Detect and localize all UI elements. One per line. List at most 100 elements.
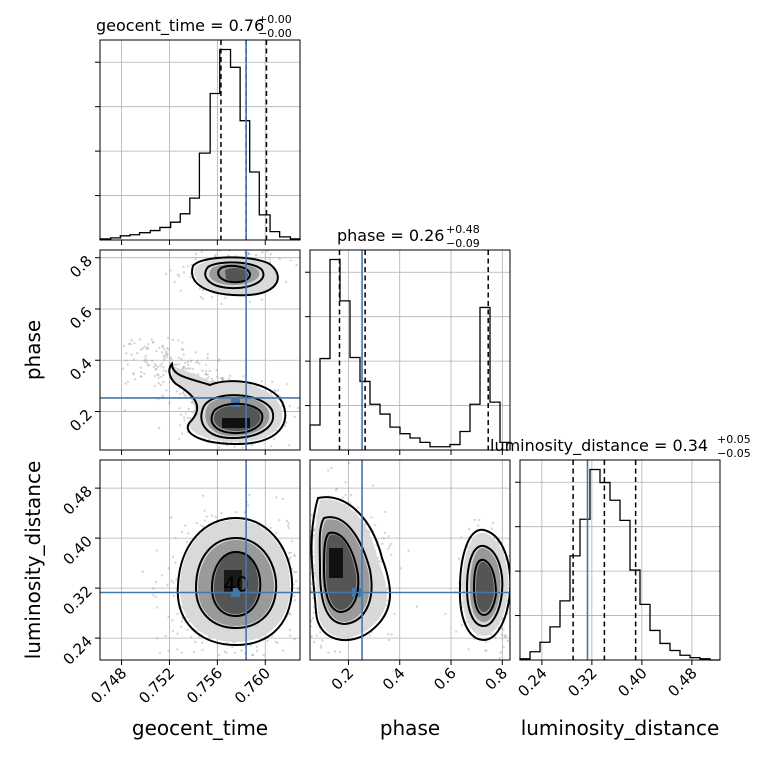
- sample-point: [312, 664, 314, 666]
- sample-point: [287, 527, 290, 530]
- sample-point: [215, 369, 218, 372]
- sample-point: [179, 413, 183, 416]
- sample-point: [175, 363, 178, 366]
- sample-point: [274, 640, 278, 644]
- sample-point: [179, 289, 182, 292]
- sample-point: [157, 426, 161, 430]
- sample-point: [333, 650, 337, 653]
- sample-point: [183, 416, 186, 419]
- sample-point: [173, 280, 176, 283]
- sample-point: [217, 653, 221, 657]
- sample-point: [319, 644, 323, 648]
- tick-label-x: 0.24: [514, 664, 550, 700]
- sample-point: [484, 649, 487, 652]
- sample-point: [383, 531, 387, 535]
- sample-point: [185, 367, 188, 371]
- sample-point: [234, 510, 238, 514]
- sample-point: [247, 504, 250, 507]
- sample-point: [181, 341, 184, 344]
- panel-frame-geocent-phase: [99, 249, 301, 451]
- sample-point: [465, 621, 468, 624]
- sample-point: [344, 481, 347, 484]
- sample-point: [176, 612, 179, 615]
- sample-point: [247, 455, 249, 457]
- sample-point: [311, 616, 314, 620]
- sample-point: [175, 662, 177, 664]
- sample-point: [310, 589, 313, 592]
- sample-point: [306, 574, 308, 576]
- sample-point: [293, 555, 296, 558]
- tick-label-y: 0.32: [59, 582, 95, 618]
- sample-point: [374, 523, 377, 527]
- sample-point: [476, 524, 480, 527]
- sample-point: [289, 613, 292, 616]
- sample-point: [318, 430, 320, 432]
- sample-point: [124, 382, 127, 385]
- sample-point: [473, 518, 476, 522]
- sample-point: [217, 359, 220, 362]
- sample-point: [180, 357, 183, 361]
- svg-text:+0.05: +0.05: [717, 433, 751, 446]
- sample-point: [180, 651, 184, 654]
- sample-point: [176, 648, 179, 651]
- histogram-luminosity-distance: [519, 468, 720, 661]
- sample-point: [305, 587, 307, 589]
- sample-point: [255, 645, 259, 648]
- sample-point: [293, 415, 296, 419]
- grid-panel: [100, 40, 300, 240]
- sample-point: [415, 605, 419, 608]
- sample-point: [268, 258, 271, 261]
- sample-point: [302, 524, 304, 526]
- sample-point: [189, 360, 192, 363]
- sample-point: [210, 377, 214, 380]
- sample-point: [260, 298, 263, 301]
- sample-point: [307, 586, 309, 588]
- sample-point: [460, 623, 464, 627]
- sample-point: [293, 623, 295, 625]
- sample-point: [349, 457, 351, 459]
- sample-point: [140, 375, 143, 378]
- sample-point: [170, 358, 173, 361]
- sample-point: [195, 521, 198, 525]
- sample-point: [387, 632, 390, 636]
- sample-point: [170, 579, 173, 582]
- sample-point: [289, 259, 292, 262]
- sample-point: [303, 572, 305, 574]
- sample-point: [310, 620, 313, 623]
- sample-point: [182, 367, 186, 370]
- sample-point: [281, 497, 284, 501]
- sample-point: [240, 649, 243, 652]
- sample-point: [277, 519, 281, 522]
- sample-point: [184, 524, 187, 527]
- sample-point: [381, 542, 384, 546]
- sample-point: [141, 347, 144, 350]
- sample-point: [133, 378, 137, 381]
- sample-point: [144, 354, 147, 358]
- panel-frame-geocent-distance: [99, 459, 301, 661]
- sample-point: [311, 597, 315, 600]
- sample-point: [490, 527, 493, 530]
- sample-point: [182, 271, 186, 274]
- sample-point: [167, 615, 170, 618]
- sample-point: [164, 353, 168, 357]
- sample-point: [281, 649, 285, 652]
- tick-label-x: 0.6: [430, 664, 460, 694]
- sample-point: [227, 377, 231, 380]
- sample-point: [156, 365, 160, 369]
- sample-point: [302, 546, 304, 548]
- sample-point: [295, 263, 298, 267]
- sample-point: [287, 522, 290, 525]
- sample-point: [214, 515, 217, 519]
- sample-point: [187, 407, 190, 411]
- sample-point: [186, 363, 190, 366]
- sample-point: [293, 598, 297, 602]
- sample-point: [341, 496, 344, 499]
- sample-point: [201, 494, 205, 497]
- sample-point: [274, 390, 277, 393]
- sample-point: [161, 344, 165, 347]
- sample-point: [330, 466, 333, 469]
- sample-point: [290, 504, 292, 506]
- sample-point: [243, 511, 246, 514]
- sample-point: [191, 367, 195, 371]
- sample-point: [347, 461, 351, 465]
